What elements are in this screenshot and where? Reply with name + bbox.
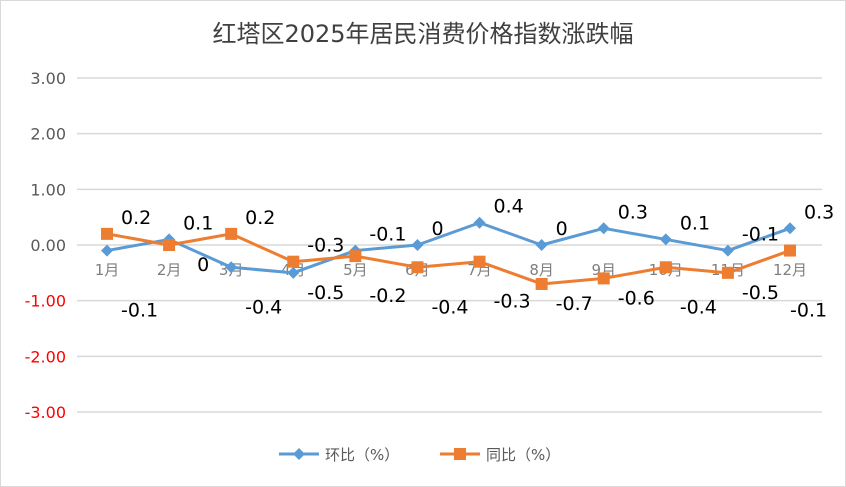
data-point [721, 244, 734, 257]
x-tick-label: 9月 [591, 261, 616, 279]
data-point [225, 227, 238, 240]
data-point [535, 239, 548, 251]
data-point [293, 448, 305, 460]
data-point [225, 261, 238, 274]
data-point [411, 239, 424, 251]
y-tick-label: 0.00 [30, 236, 66, 255]
data-label: -0.3 [494, 291, 531, 313]
data-point [784, 222, 796, 235]
data-point [535, 277, 548, 290]
y-tick-label: -3.00 [25, 403, 66, 422]
data-label: -0.1 [742, 224, 779, 246]
chart-title: 红塔区2025年居民消费价格指数涨跌幅 [212, 20, 633, 48]
data-point [287, 266, 300, 279]
data-label: 0 [556, 218, 568, 240]
data-label: 0.3 [804, 201, 834, 223]
data-label: -0.2 [369, 285, 406, 307]
data-label: 0.4 [494, 196, 524, 218]
data-point [473, 255, 486, 268]
data-point [349, 250, 362, 263]
data-label: 0.2 [121, 207, 151, 229]
data-label: -0.7 [556, 293, 593, 315]
data-label: 0.3 [618, 201, 648, 223]
data-point [287, 255, 300, 268]
data-label: 0 [197, 254, 209, 276]
data-point [721, 266, 734, 279]
legend-item[interactable]: 同比（%） [440, 446, 560, 464]
legend-label: 环比（%） [325, 446, 399, 464]
y-tick-label: -2.00 [25, 347, 66, 366]
data-label: -0.5 [307, 282, 344, 304]
y-tick-label: 3.00 [30, 69, 66, 88]
series-line [106, 232, 791, 286]
data-label: 0 [431, 218, 443, 240]
y-tick-label: -1.00 [25, 292, 66, 311]
series-0 [101, 216, 796, 279]
data-label: -0.3 [307, 235, 344, 257]
data-point [597, 222, 610, 235]
x-tick-label: 2月 [157, 261, 182, 279]
data-point [163, 239, 176, 251]
data-point [411, 261, 424, 274]
series-line [106, 221, 791, 275]
data-point [784, 244, 796, 257]
data-label: 0.1 [183, 212, 213, 234]
data-label: -0.4 [431, 296, 468, 318]
data-label: 0.1 [680, 212, 710, 234]
data-point [659, 261, 672, 274]
data-label: -0.5 [742, 282, 779, 304]
data-point [473, 216, 486, 229]
data-label: -0.1 [121, 300, 158, 322]
x-tick-label: 1月 [95, 261, 120, 279]
data-label: -0.4 [245, 296, 282, 318]
data-point [659, 233, 672, 246]
data-label: -0.4 [680, 296, 717, 318]
data-label: -0.6 [618, 287, 655, 309]
y-tick-label: 2.00 [30, 125, 66, 144]
x-tick-label: 7月 [467, 261, 492, 279]
series-1 [101, 227, 796, 290]
x-tick-label: 5月 [343, 261, 368, 279]
y-tick-label: 1.00 [30, 180, 66, 199]
data-point [101, 244, 113, 257]
data-point [454, 448, 466, 460]
data-label: -0.1 [790, 300, 827, 322]
x-tick-label: 8月 [529, 261, 554, 279]
data-label: 0.2 [245, 207, 275, 229]
legend-item[interactable]: 环比（%） [279, 446, 399, 464]
x-tick-label: 12月 [773, 261, 807, 279]
data-point [597, 272, 610, 285]
data-point [101, 227, 113, 240]
legend-label: 同比（%） [486, 446, 560, 464]
data-label: -0.1 [369, 224, 406, 246]
